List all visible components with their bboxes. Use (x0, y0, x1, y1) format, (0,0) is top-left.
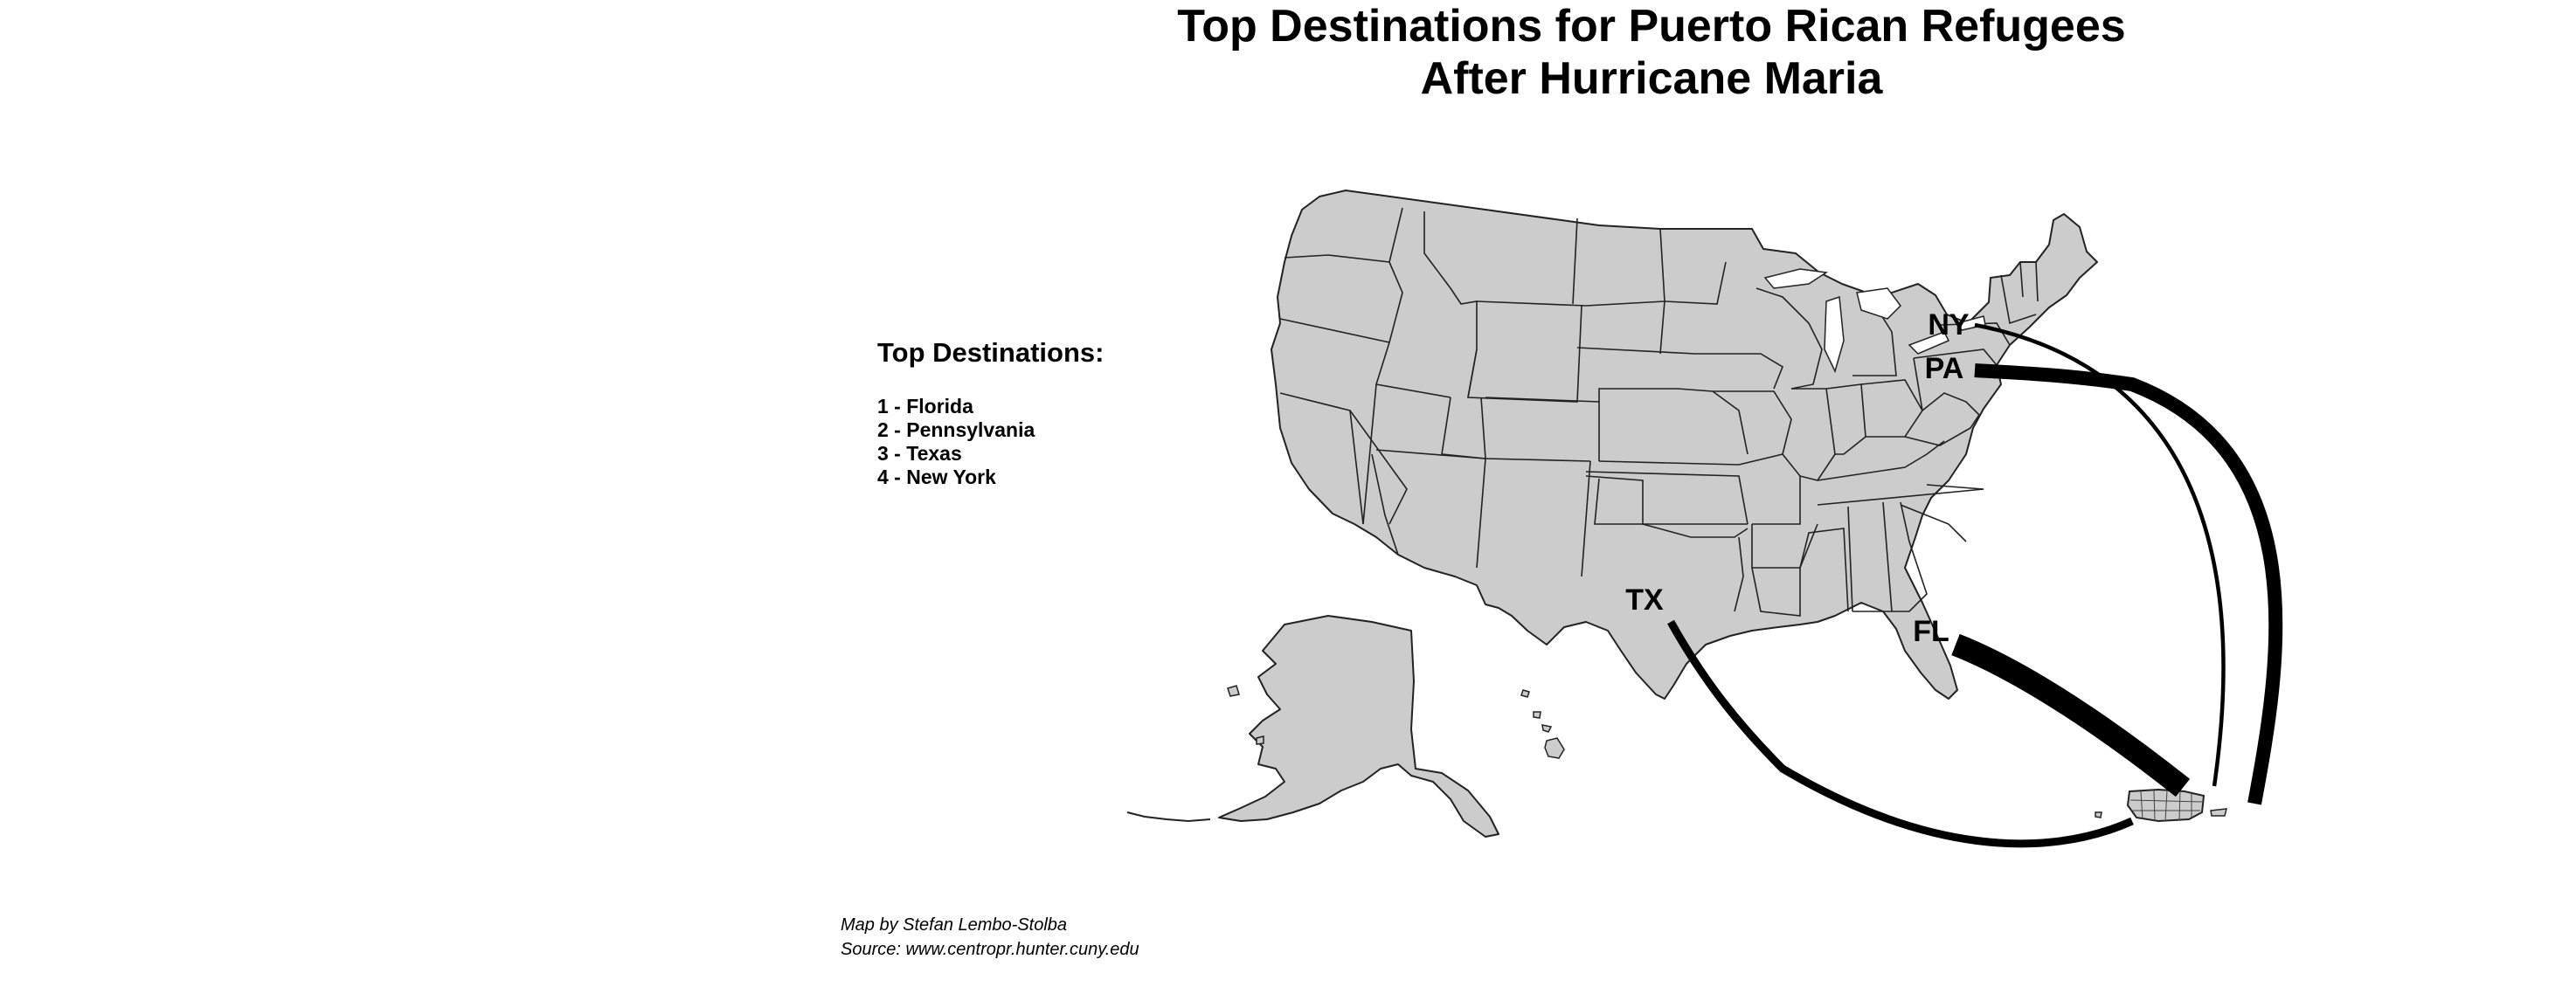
legend-item: 1 - Florida (877, 395, 973, 418)
aleutian-islands (1126, 811, 1211, 823)
legend-heading: Top Destinations: (877, 337, 1104, 368)
state-label-fl: FL (1913, 615, 1949, 648)
state-label-pa: PA (1925, 352, 1964, 385)
map-title-line-2: After Hurricane Maria (1420, 53, 1883, 104)
legend-list: 1 - Florida 2 - Pennsylvania 3 - Texas 4… (877, 395, 1104, 489)
map-title-line-1: Top Destinations for Puerto Rican Refuge… (1177, 1, 2126, 52)
mona-island (2095, 811, 2102, 818)
flow-new-york (1974, 322, 2226, 787)
author-credit: Map by Stefan Lembo-Stolba (841, 915, 1068, 935)
alaska-islands (1227, 685, 1264, 745)
credits: Map by Stefan Lembo-Stolba Source: www.c… (841, 913, 1139, 962)
legend-item: 3 - Texas (877, 442, 962, 465)
state-label-ny: NY (1928, 308, 1970, 342)
legend: Top Destinations: 1 - Florida 2 - Pennsy… (877, 337, 1104, 489)
legend-item: 4 - New York (877, 466, 996, 488)
migration-flows (1667, 322, 2283, 848)
flow-pennsylvania (1974, 363, 2283, 805)
vieques-island (2210, 808, 2227, 817)
puerto-rico-municipalities (2129, 790, 2203, 822)
legend-item: 2 - Pennsylvania (877, 418, 1035, 441)
great-lakes (1763, 268, 1986, 374)
hawaii-islands (1520, 689, 1565, 759)
flow-florida (1951, 633, 2191, 797)
state-label-tx: TX (1625, 583, 1664, 617)
source-credit: Source: www.centropr.hunter.cuny.edu (841, 940, 1139, 959)
contiguous-us-landmass (1271, 190, 2098, 700)
state-borders (1279, 207, 2039, 617)
flow-texas (1667, 619, 2134, 848)
map-title: Top Destinations for Puerto Rican Refuge… (1031, 0, 2272, 105)
alaska-landmass (1218, 615, 1499, 838)
